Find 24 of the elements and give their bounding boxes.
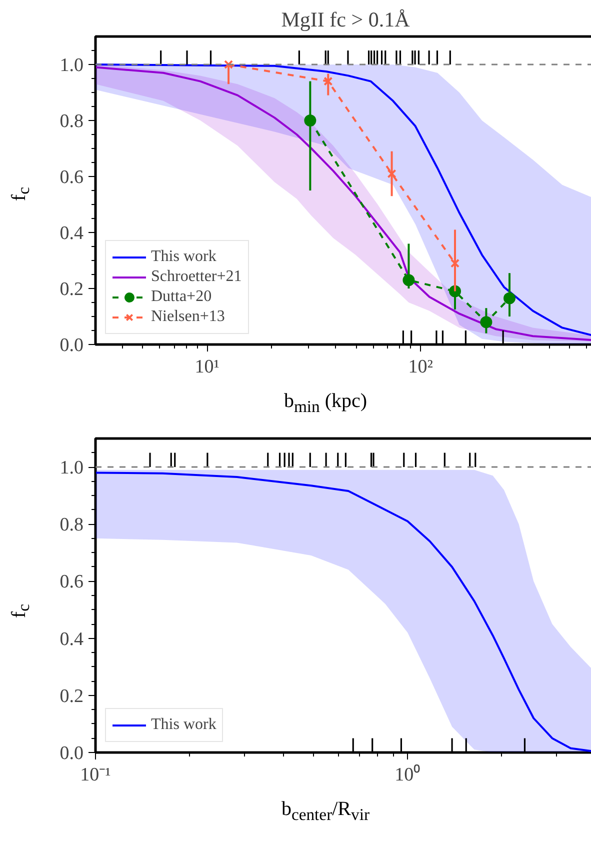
legend-label: Schroetter+21 <box>151 268 242 286</box>
y-tick-label: 0.6 <box>60 572 84 593</box>
y-tick-label: 0.8 <box>60 514 84 536</box>
x-tick-label: 10⁻¹ <box>80 764 112 786</box>
y-tick-label: 0.0 <box>60 335 84 356</box>
y-tick-label: 0.2 <box>60 279 84 300</box>
x-tick-label: 10² <box>408 356 434 378</box>
y-tick-label: 0.4 <box>60 628 84 650</box>
x-tick-label: 10¹ <box>194 356 220 378</box>
x-tick-label: 10⁰ <box>394 764 421 786</box>
y-tick-label: 0.6 <box>60 167 84 188</box>
y-tick-label: 0.8 <box>60 111 84 132</box>
x-axis-title: b$_{center}$/R$_{vir}$ <box>281 797 370 826</box>
y-tick-label: 1.0 <box>60 458 84 479</box>
legend-label: This work <box>151 248 216 266</box>
legend-label: This work <box>151 716 216 734</box>
legend-label: Dutta+20 <box>151 288 212 306</box>
y-tick-label: 0.4 <box>60 223 84 244</box>
y-tick-label: 0.0 <box>60 743 84 764</box>
x-axis-title: b$_{min}$ (kpc) <box>284 389 368 418</box>
y-tick-label: 0.2 <box>60 686 84 707</box>
y-tick-label: 1.0 <box>60 55 84 76</box>
legend-label: Nielsen+13 <box>151 308 225 326</box>
chart-title: MgII fc > 0.1Å <box>281 8 411 32</box>
